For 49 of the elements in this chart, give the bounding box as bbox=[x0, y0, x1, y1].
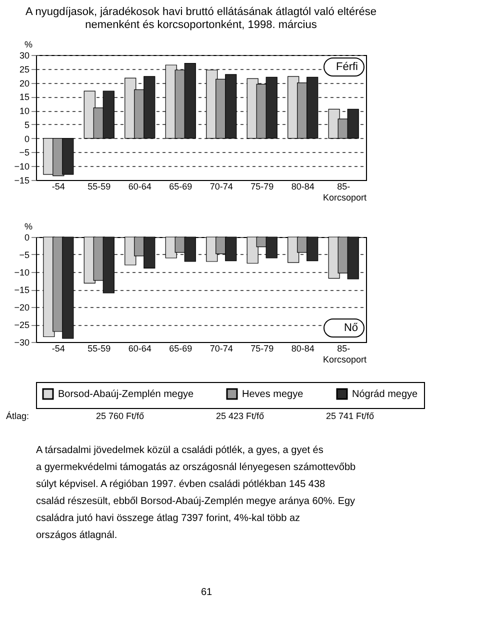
y-tick-label: −20 bbox=[14, 302, 30, 312]
text: 25 423 Ft/fő bbox=[216, 411, 264, 421]
legend-label: Borsod-Abaúj-Zemplén megye bbox=[58, 389, 194, 400]
y-axis-title: % bbox=[24, 222, 32, 232]
x-axis-title: Korcsoport bbox=[322, 192, 367, 202]
text: 25 760 Ft/fő bbox=[96, 411, 144, 421]
annotation: Férfi bbox=[336, 61, 358, 73]
y-tick-label: −30 bbox=[14, 338, 30, 348]
y-tick-label: −10 bbox=[14, 162, 30, 172]
text: 61 bbox=[201, 587, 213, 598]
x-tick-label: 65-69 bbox=[169, 344, 192, 354]
x-tick-label: 75-79 bbox=[250, 344, 274, 354]
x-tick-label: 80-84 bbox=[291, 344, 314, 354]
x-tick-label: 60-64 bbox=[128, 182, 152, 192]
y-tick-label: −5 bbox=[19, 148, 30, 158]
x-tick-label: 85- bbox=[337, 344, 350, 354]
x-tick-label: 80-84 bbox=[291, 182, 314, 192]
x-tick-label: 55-59 bbox=[88, 344, 111, 354]
y-tick-label: −10 bbox=[14, 268, 30, 278]
x-tick-label: 55-59 bbox=[88, 182, 111, 192]
x-tick-label: -54 bbox=[52, 182, 65, 192]
y-axis-title: % bbox=[24, 40, 32, 50]
y-tick-label: 10 bbox=[19, 106, 30, 116]
y-tick-label: 5 bbox=[24, 120, 30, 130]
y-tick-label: 20 bbox=[19, 78, 30, 88]
y-tick-label: 0 bbox=[24, 134, 30, 144]
x-tick-label: 65-69 bbox=[169, 182, 192, 192]
text: A társadalmi jövedelmek közül a családi pótlék, a gyes, a gyet és a gyermekvédelmi támogatás az országosnál lényegesen számottevőbb súlyt képvisel. A régióban 1997. évben családi pótlékban 145 438 család részesült, ebből Borsod-Abaúj-Zemplén megye aránya 60%. Egy családra jutó havi összege átlag 7397 forint, 4%-kal több az országos átlagnál. bbox=[36, 445, 356, 541]
x-tick-label: 85- bbox=[337, 182, 350, 192]
annotation: Nő bbox=[344, 322, 358, 334]
legend-label: Nógrád megye bbox=[352, 389, 418, 400]
y-tick-label: 30 bbox=[19, 50, 30, 60]
x-axis-title: Korcsoport bbox=[322, 354, 367, 364]
y-tick-label: −25 bbox=[14, 320, 30, 330]
y-tick-label: −5 bbox=[19, 250, 30, 260]
legend-label: Heves megye bbox=[242, 389, 304, 400]
y-tick-label: 15 bbox=[19, 92, 30, 102]
chart-title: A nyugdíjasok, járadékosok havi bruttó ellátásának átlagtól való eltérése nemenként és korcsoportonként, 1998. március bbox=[26, 6, 376, 31]
x-tick-label: 70-74 bbox=[210, 182, 233, 192]
text: 25 741 Ft/fő bbox=[326, 411, 374, 421]
x-tick-label: 75-79 bbox=[250, 182, 274, 192]
y-tick-label: 25 bbox=[19, 64, 30, 74]
x-tick-label: -54 bbox=[52, 344, 65, 354]
y-tick-label: −15 bbox=[14, 285, 30, 295]
text: Átlag: bbox=[6, 411, 30, 421]
y-tick-label: −15 bbox=[14, 176, 30, 186]
x-tick-label: 70-74 bbox=[210, 344, 233, 354]
y-tick-label: 0 bbox=[24, 232, 30, 242]
x-tick-label: 60-64 bbox=[128, 344, 152, 354]
